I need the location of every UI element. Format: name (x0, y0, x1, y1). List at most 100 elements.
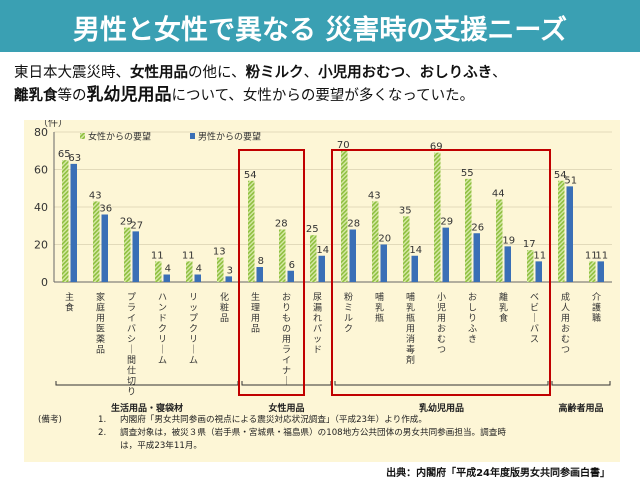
data-label-men: 3 (227, 265, 233, 276)
category-label-char: ン (158, 304, 167, 314)
intro-bold: 粉ミルク (245, 65, 304, 81)
data-label-men: 14 (316, 245, 329, 256)
group-label: 乳幼児用品 (419, 402, 464, 414)
category-label-char: 主 (65, 291, 74, 303)
bar-men (70, 163, 77, 282)
category-label-char: 介 (592, 292, 601, 303)
category-label-char: ル (344, 314, 353, 324)
category-label-char: 粉 (344, 291, 353, 303)
category-label-char: 毒 (406, 344, 415, 356)
data-label-women: 11 (151, 250, 164, 261)
category-label: 化粧品 (220, 291, 229, 324)
intro-part: 、 (405, 65, 420, 81)
data-label-women: 35 (399, 205, 412, 216)
bar-women (186, 261, 193, 282)
category-label-char: プ (189, 313, 198, 324)
bar-women (279, 229, 286, 282)
legend-label: 女性からの要望 (88, 131, 151, 143)
category-label-char: 用 (96, 313, 105, 324)
bar-men (287, 270, 294, 282)
data-label-women: 29 (120, 217, 133, 228)
category-label-char: 用 (437, 313, 446, 324)
category-label-char: プ (127, 292, 136, 303)
y-axis-label: （件） (38, 120, 68, 129)
group-bracket (55, 381, 239, 386)
category-label-char: ッ (189, 304, 198, 314)
data-label-men: 19 (502, 235, 515, 246)
data-label-men: 8 (258, 256, 264, 267)
bar-men (597, 261, 604, 282)
category-label-char: イ (282, 356, 291, 366)
intro-bold: 小児用おむつ (318, 65, 406, 81)
category-label-char: ド (158, 314, 167, 324)
intro-text: 東日本大震災時、女性用品の他に、粉ミルク、小児用おむつ、おしりふき、 離乳食等の乳… (14, 62, 634, 107)
data-label-men: 28 (347, 219, 360, 230)
category-label: おりもの用ライナ｜ (282, 292, 291, 387)
category-label-char: 小 (437, 292, 446, 303)
category-label-char: バ (127, 324, 136, 335)
bar-men (318, 255, 325, 282)
category-label-char: リ (158, 335, 167, 345)
group-label: 女性用品 (268, 402, 304, 414)
bar-men (163, 274, 170, 282)
category-label-char: ｜ (530, 313, 539, 324)
category-label-char: ッ (313, 335, 322, 345)
note-number: 1. (98, 415, 107, 425)
category-label: プライバシ｜間仕切り (127, 292, 136, 398)
category-label-char: 化 (220, 291, 229, 303)
data-label-women: 65 (58, 149, 71, 160)
category-label-char: 用 (561, 313, 570, 324)
category-label: 哺乳瓶 (375, 291, 384, 324)
category-label-char: 品 (251, 324, 260, 335)
intro-part: の他に、 (188, 65, 246, 81)
intro-bold: 女性用品 (130, 65, 188, 81)
category-label-char: も (282, 313, 291, 324)
category-label-char: 離 (499, 291, 508, 303)
notes: (備考) 1. 内閣府「男女共同参画の視点による震災対応状況調査」（平成23年）より… (38, 414, 598, 453)
category-label-char: む (561, 334, 570, 345)
category-label-char: 消 (406, 333, 415, 345)
category-label-char: の (282, 325, 291, 335)
category-label: 介護職 (592, 292, 601, 324)
category-label-char: 乳 (406, 302, 415, 314)
category-label-char: 尿 (313, 292, 322, 303)
category-label-char: 食 (65, 302, 74, 314)
category-label-char: 仕 (127, 365, 136, 377)
bar-men (411, 255, 418, 282)
data-label-women: 28 (275, 219, 288, 230)
y-tick-label: 60 (34, 164, 48, 177)
bar-men (535, 261, 542, 282)
intro-part: 東日本大震災時、 (14, 65, 130, 81)
bar-men (442, 227, 449, 282)
data-label-women: 70 (337, 140, 350, 151)
category-label-char: ク (189, 324, 198, 335)
bar-women (124, 227, 131, 282)
y-tick-label: 40 (34, 201, 48, 214)
category-label-char: ふ (468, 324, 477, 335)
category-label-char: ク (158, 324, 167, 335)
group-label: 高齢者用品 (558, 402, 603, 414)
category-label-char: 間 (127, 355, 136, 366)
intro-bold: 離乳食 (14, 88, 58, 104)
category-label-char: リ (189, 293, 198, 303)
bar-women (217, 257, 224, 282)
bar-women (403, 216, 410, 282)
category-label-char: 薬 (96, 333, 105, 345)
category-label-char: 職 (592, 313, 601, 324)
bar-women (465, 178, 472, 282)
data-label-men: 4 (196, 264, 202, 275)
data-label-men: 63 (68, 153, 81, 164)
data-label-women: 13 (213, 247, 226, 258)
category-label-char: 漏 (313, 302, 322, 314)
bar-men (101, 214, 108, 282)
data-label-women: 25 (306, 224, 319, 235)
category-label-char: 護 (592, 302, 601, 314)
category-label: おしりふき (468, 292, 477, 345)
category-label-char: 理 (251, 303, 260, 314)
note-text: は，平成23年11月。 (120, 441, 203, 451)
data-label-men: 36 (99, 204, 112, 215)
data-label-men: 4 (165, 264, 171, 275)
notes-label: (備考) (38, 415, 62, 425)
category-label: 主食 (65, 291, 74, 314)
bar-women (558, 180, 565, 282)
